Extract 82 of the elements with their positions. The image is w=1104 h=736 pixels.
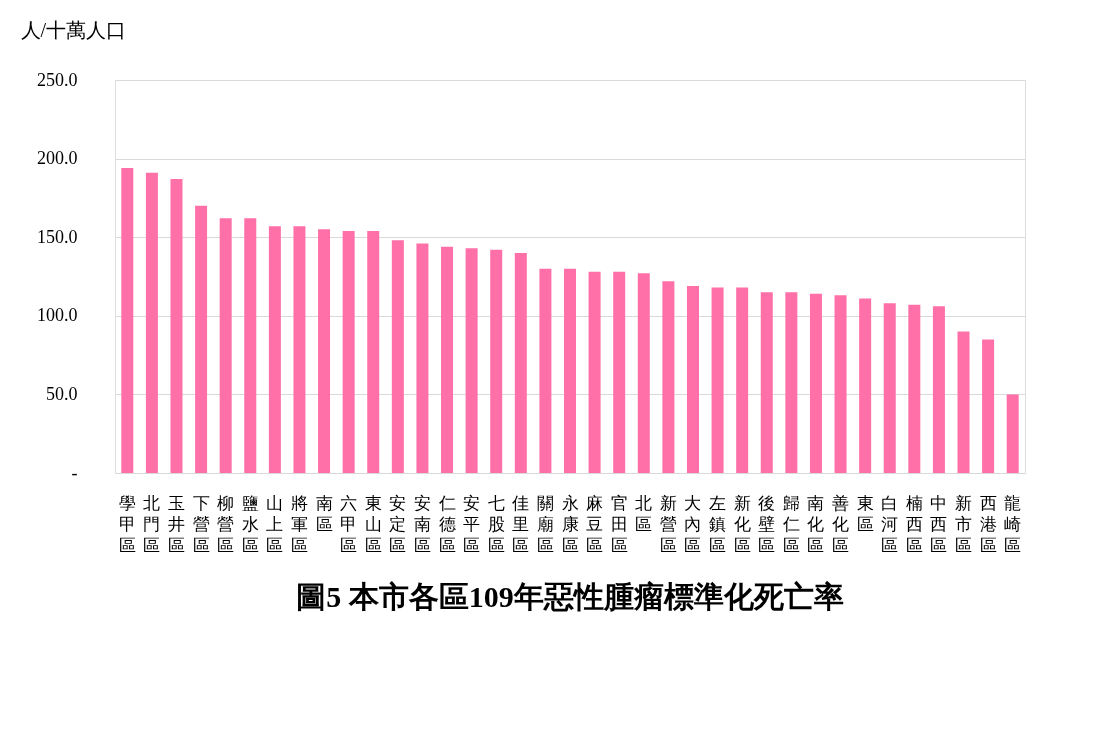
bar [686, 285, 699, 473]
bar [342, 230, 355, 473]
x-tick-label: 楠西區 [905, 493, 923, 555]
bar [490, 249, 503, 473]
x-tick-label: 歸仁區 [781, 493, 800, 555]
bar [539, 268, 552, 473]
bar [564, 268, 576, 473]
bar [121, 168, 134, 473]
bar [170, 179, 183, 473]
x-tick-label: 新營區 [659, 493, 677, 555]
bar [883, 303, 896, 473]
x-tick-label: 關廟區 [536, 493, 554, 555]
x-tick-label: 南化區 [807, 493, 825, 555]
bar [293, 226, 306, 473]
x-tick-label: 白河區 [881, 493, 899, 555]
x-tick-label: 新市區 [955, 493, 973, 555]
x-tick-label: 山上區 [266, 493, 284, 555]
x-tick-label: 東區 [856, 493, 874, 534]
x-tick-label: 北門區 [143, 493, 161, 555]
x-tick-label: 麻豆區 [586, 493, 604, 555]
bar [809, 293, 822, 473]
bar [588, 271, 601, 473]
x-tick-label: 官田區 [610, 493, 628, 555]
x-tick-label: 學甲區 [118, 493, 136, 555]
bar [785, 292, 798, 473]
y-axis-title: 人/十萬人口 [20, 18, 127, 41]
x-tick-label: 東山區 [364, 493, 382, 555]
bar [244, 218, 257, 473]
bar [268, 226, 281, 473]
x-tick-label: 新化區 [733, 493, 751, 555]
bar [982, 339, 995, 473]
y-tick-label: 150.0 [37, 226, 78, 247]
x-tick-label: 永康區 [561, 493, 579, 555]
bar [145, 172, 158, 473]
bar [662, 281, 675, 473]
y-tick-label: 50.0 [46, 383, 78, 404]
bar [859, 298, 872, 473]
bar [391, 240, 404, 473]
x-tick-label: 鹽水區 [241, 493, 259, 555]
x-tick-label: 將軍區 [290, 493, 308, 555]
x-tick-label: 中西區 [930, 493, 948, 555]
text: 圖5 本市各區109年惡性腫瘤標準化死亡率 [296, 580, 844, 613]
y-tick-label: - [71, 462, 78, 483]
bar [711, 287, 724, 473]
bar [441, 246, 454, 473]
bar [465, 248, 478, 473]
x-tick-label: 七股區 [487, 493, 505, 555]
x-tick-label: 柳營區 [217, 493, 235, 555]
x-tick-label: 六甲區 [340, 493, 358, 555]
bar [514, 252, 527, 473]
bar [637, 273, 650, 473]
x-tick-label: 北區 [635, 493, 653, 534]
bar [613, 271, 626, 473]
bar [195, 205, 208, 473]
y-tick-label: 250.0 [37, 69, 78, 90]
bar [908, 304, 921, 473]
x-tick-label: 安平區 [463, 493, 481, 555]
x-tick-label: 善化區 [832, 493, 850, 555]
x-tick-label: 下營區 [192, 493, 210, 555]
x-tick-label: 仁德區 [437, 493, 456, 555]
x-tick-label: 安定區 [389, 493, 407, 555]
bar [760, 292, 773, 473]
bar [318, 229, 331, 473]
x-tick-label: 南區 [315, 493, 333, 534]
bar [834, 295, 847, 473]
y-tick-label: 100.0 [37, 305, 78, 326]
x-tick-label: 玉井區 [167, 493, 185, 555]
x-tick-label: 大內區 [684, 493, 702, 555]
x-tick-label: 左鎮區 [709, 493, 727, 555]
bar [736, 287, 749, 473]
bar [367, 230, 380, 473]
bar [1006, 394, 1019, 473]
x-tick-label: 西港區 [979, 493, 997, 555]
bar [957, 331, 970, 473]
bar [219, 218, 232, 473]
bar [416, 243, 429, 473]
y-tick-label: 200.0 [37, 148, 78, 169]
x-tick-label: 佳里區 [512, 493, 530, 555]
bar [932, 306, 945, 473]
x-tick-label: 安南區 [413, 493, 431, 555]
x-tick-label: 龍崎區 [1004, 493, 1022, 555]
x-tick-label: 後壁區 [758, 493, 776, 555]
